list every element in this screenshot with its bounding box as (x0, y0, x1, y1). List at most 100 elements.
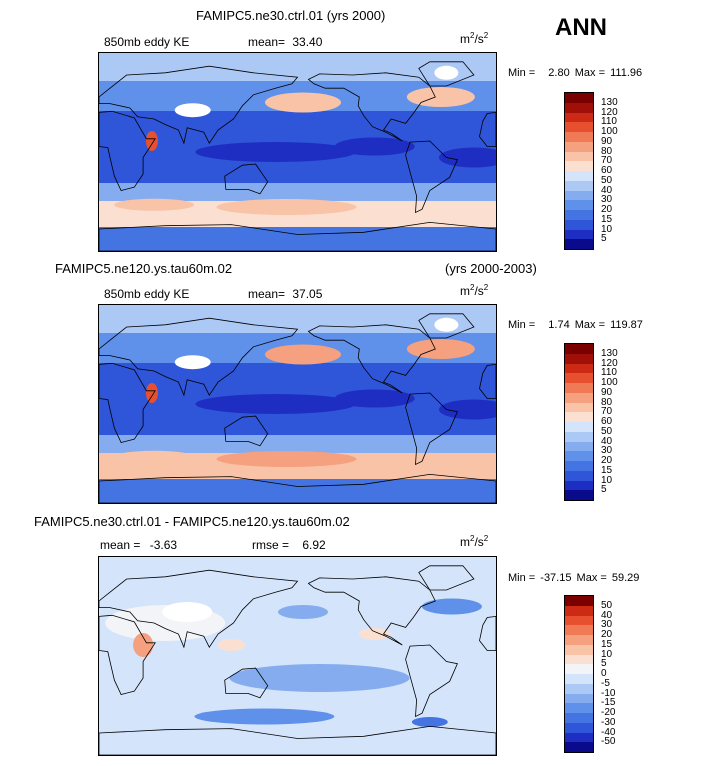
panel-2-years: (yrs 2000-2003) (445, 261, 537, 276)
colorbar-tick-label: 30 (601, 445, 613, 457)
colorbar-tick-label: 110 (601, 367, 617, 379)
colorbar-swatch (565, 722, 593, 733)
min-label: Min = (508, 572, 536, 584)
continent-outline (99, 362, 156, 443)
colorbar-swatch (565, 344, 593, 354)
panel-3-rmse: rmse = 6.92 (252, 538, 326, 552)
panel-1-mean: mean= 33.40 (248, 35, 322, 49)
diff-negative (194, 708, 335, 725)
colorbar-swatch (565, 363, 593, 374)
colorbar-tick-label: 50 (601, 174, 613, 186)
heatmap-field (99, 305, 496, 503)
colorbar-tick-label: -20 (601, 707, 616, 718)
colorbar-tick-label: 10 (601, 648, 613, 660)
somali-jet (145, 131, 158, 151)
colorbar-swatch (565, 470, 593, 481)
storm-track-atlantic (406, 87, 475, 107)
colorbar-swatch (565, 596, 593, 606)
panel-1-mean-label: mean= (248, 35, 286, 49)
colorbar-tick-label: 90 (601, 386, 613, 398)
max-label: Max = (574, 67, 606, 79)
panel-3-mean-value: -3.63 (149, 538, 178, 552)
panel-3-mean: mean = -3.63 (100, 538, 177, 552)
storm-track-pacific (265, 344, 342, 365)
colorbar-tick-label: 60 (601, 416, 613, 427)
panel-1-colorbar: 5 10 15 20 30 40 50 60 70 80 90 100 110 120 130 (564, 92, 618, 250)
units-denominator: /s (474, 32, 484, 46)
colorbar-tick-label: 5 (601, 658, 607, 670)
colorbar-tick-label: -30 (601, 716, 616, 728)
colorbar-swatch (565, 392, 593, 403)
colorbar-swatch (565, 713, 593, 723)
colorbar-swatch (565, 383, 593, 393)
max-value: 111.96 (610, 67, 643, 79)
colorbar-swatch (565, 93, 593, 103)
panel-3-map (98, 556, 497, 756)
heatmap-field (99, 557, 496, 755)
colorbar-tick-label: 90 (601, 135, 613, 147)
diff-negative (229, 664, 410, 692)
masked-terrain (174, 103, 211, 118)
units-exp: 2 (483, 283, 489, 292)
polar-band-south (99, 479, 496, 503)
colorbar-tick-label: 30 (601, 194, 613, 206)
units-exp: 2 (483, 31, 489, 40)
max-label: Max = (576, 572, 607, 584)
panel-1-mean-value: 33.40 (292, 35, 323, 49)
storm-track-indian (114, 450, 195, 463)
panel-3-colorbar: -50 -40 -30 -20 -15 -10 -5 0 5 10 15 20 30 40 50 (564, 595, 615, 753)
colorbar-tick-label: 70 (601, 406, 613, 418)
tropical-minimum (195, 142, 356, 162)
colorbar-tick-label: 10 (601, 223, 613, 235)
colorbar-tick-label: -15 (601, 697, 616, 709)
units-exp: 2 (483, 534, 489, 543)
colorbar-tick-label: 60 (601, 165, 613, 176)
continent-outline (405, 644, 458, 718)
colorbar-swatch (565, 180, 593, 191)
season-label: ANN (555, 14, 607, 41)
colorbar-swatch (565, 635, 593, 645)
colorbar-swatch (565, 693, 593, 704)
storm-track-indian (114, 198, 195, 211)
colorbar-swatch (565, 683, 593, 694)
continent-outline (99, 221, 496, 251)
continent-outline (99, 65, 299, 145)
colorbar-swatch (565, 451, 593, 461)
tropical-minimum (195, 394, 356, 414)
masked-terrain (174, 355, 211, 370)
colorbar-swatch (565, 373, 593, 383)
panel-1-map (98, 52, 497, 252)
colorbar-swatch (565, 674, 593, 684)
colorbar-tick-label: 80 (601, 396, 613, 408)
tropical-minimum (438, 147, 496, 168)
colorbar-swatch (565, 219, 593, 230)
continent-outline (418, 313, 475, 339)
diff-negative (421, 598, 482, 615)
polar-band-north (99, 305, 496, 333)
panel-2-map-svg (99, 305, 496, 503)
colorbar-swatch (565, 171, 593, 181)
colorbar-swatch (565, 422, 593, 432)
panel-1-map-svg (99, 53, 496, 251)
panel-2-mean-value: 37.05 (292, 287, 323, 301)
diff-positive (358, 628, 391, 640)
continent-outline (99, 317, 299, 397)
continent-outline (307, 324, 436, 394)
colorbar-tick-label: 20 (601, 629, 613, 640)
continent-outline (307, 576, 436, 646)
colorbar-tick-label: 10 (601, 474, 613, 486)
colorbar-swatch (565, 644, 593, 655)
continent-outline (99, 569, 299, 649)
panel-3-rmse-value: 6.92 (302, 538, 326, 552)
max-value: 119.87 (610, 319, 643, 331)
units-exp: 2 (470, 283, 475, 292)
colorbar-swatch (565, 412, 593, 422)
panel-3-title: FAMIPC5.ne30.ctrl.01 - FAMIPC5.ne120.ys.… (34, 514, 350, 529)
panel-3-rmse-label: rmse = (252, 538, 290, 552)
masked-terrain (434, 317, 459, 332)
continent-outline (224, 415, 269, 447)
panel-1-minmax: Min = 2.80 Max = 111.96 (508, 67, 642, 79)
storm-track-atlantic (406, 339, 475, 359)
storm-track-pacific (265, 92, 342, 113)
panel-2-mean-label: mean= (248, 287, 286, 301)
